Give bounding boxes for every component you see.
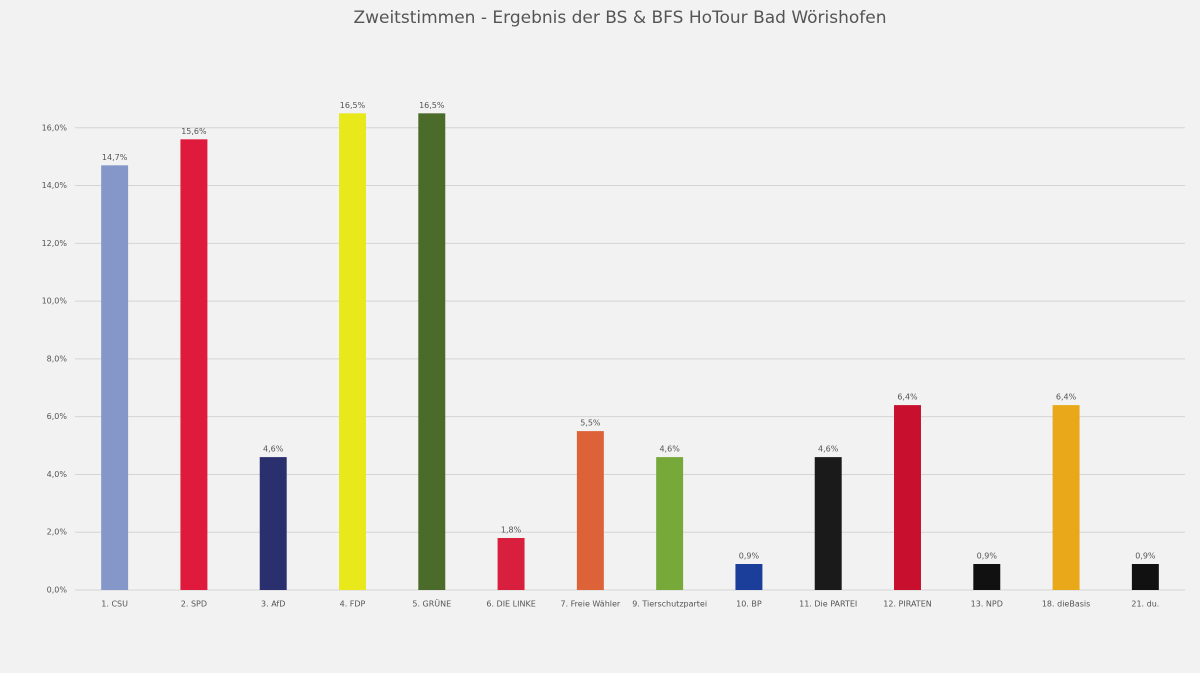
x-tick-label: 2. SPD bbox=[181, 600, 207, 609]
value-label: 6,4% bbox=[897, 393, 918, 402]
bar bbox=[180, 139, 208, 591]
value-label: 4,6% bbox=[659, 445, 680, 454]
x-tick-label: 3. AfD bbox=[261, 600, 285, 609]
bar bbox=[497, 538, 525, 590]
y-tick-label: 12,0% bbox=[42, 239, 68, 248]
bar bbox=[418, 113, 446, 590]
value-label: 4,6% bbox=[818, 445, 839, 454]
y-tick-label: 16,0% bbox=[42, 123, 68, 132]
value-label: 14,7% bbox=[102, 153, 128, 162]
x-tick-label: 10. BP bbox=[736, 600, 762, 609]
y-tick-label: 14,0% bbox=[42, 181, 68, 190]
bar bbox=[894, 405, 921, 590]
bar bbox=[735, 564, 763, 590]
value-label: 0,9% bbox=[977, 552, 998, 561]
value-label: 1,8% bbox=[501, 526, 522, 535]
bar bbox=[1131, 564, 1159, 590]
bar bbox=[814, 457, 842, 590]
value-label: 0,9% bbox=[739, 552, 760, 561]
x-tick-label: 5. GRÜNE bbox=[412, 599, 451, 609]
x-tick-label: 4. FDP bbox=[340, 600, 366, 609]
x-tick-label: 9. Tierschutzpartei bbox=[632, 600, 707, 609]
x-tick-label: 18. dieBasis bbox=[1042, 600, 1090, 609]
x-tick-label: 13. NPD bbox=[971, 600, 1003, 609]
bar bbox=[656, 457, 684, 590]
value-label: 16,5% bbox=[340, 101, 366, 110]
x-tick-label: 6. DIE LINKE bbox=[486, 600, 535, 609]
value-label: 5,5% bbox=[580, 419, 601, 428]
value-label: 4,6% bbox=[263, 445, 284, 454]
y-tick-label: 6,0% bbox=[47, 412, 68, 421]
x-tick-label: 12. PIRATEN bbox=[883, 600, 931, 609]
bar bbox=[1052, 405, 1080, 590]
x-tick-label: 21. du. bbox=[1131, 600, 1159, 609]
value-label: 6,4% bbox=[1056, 393, 1077, 402]
y-tick-label: 2,0% bbox=[47, 528, 68, 537]
y-tick-label: 8,0% bbox=[47, 354, 68, 363]
bar bbox=[259, 457, 287, 590]
x-tick-label: 1. CSU bbox=[101, 600, 128, 609]
x-tick-label: 7. Freie Wähler bbox=[560, 600, 620, 609]
value-label: 15,6% bbox=[181, 127, 207, 136]
value-label: 0,9% bbox=[1135, 552, 1156, 561]
bar bbox=[576, 431, 604, 590]
y-tick-label: 4,0% bbox=[47, 470, 68, 479]
y-tick-label: 10,0% bbox=[42, 297, 68, 306]
bar bbox=[339, 113, 366, 590]
bar bbox=[973, 564, 1001, 590]
x-tick-label: 11. Die PARTEI bbox=[799, 600, 857, 609]
y-tick-label: 0,0% bbox=[47, 586, 68, 595]
value-label: 16,5% bbox=[419, 101, 445, 110]
chart-title: Zweitstimmen - Ergebnis der BS & BFS HoT… bbox=[353, 8, 886, 28]
bar bbox=[101, 165, 129, 591]
